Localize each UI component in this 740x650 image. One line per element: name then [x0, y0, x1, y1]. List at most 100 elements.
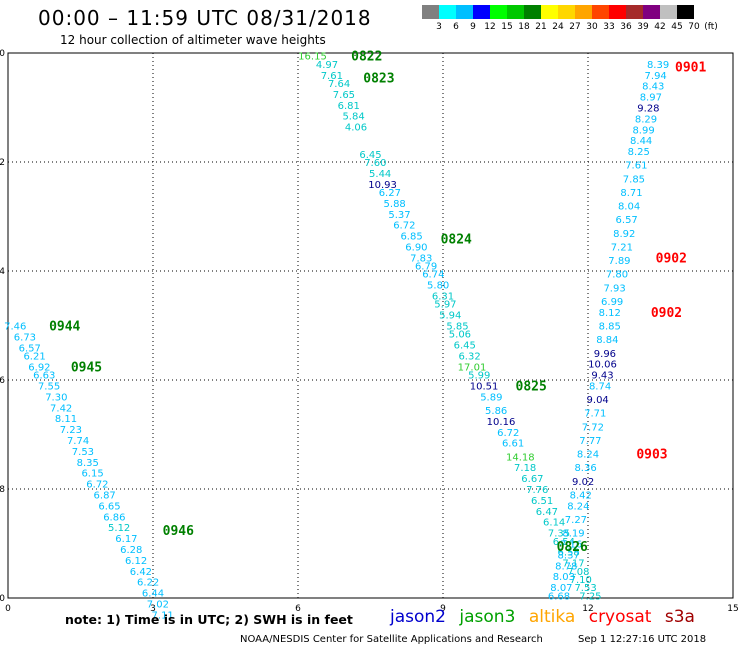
legend-item: s3a — [664, 607, 695, 627]
swh-value: 5.94 — [439, 311, 461, 322]
pass-time-label: 0824 — [441, 232, 472, 247]
swh-value: 6.44 — [142, 589, 164, 600]
swh-value: 7.83 — [410, 253, 432, 264]
color-scale-label: 24 — [552, 22, 564, 32]
swh-value: 8.25 — [628, 147, 650, 158]
color-scale-label: 9 — [470, 22, 476, 32]
swh-value: 14.18 — [506, 452, 535, 463]
swh-value: 8.78 — [555, 561, 577, 572]
satellite-legend: jason2 jason3 altika cryosat s3a — [390, 607, 703, 627]
swh-value: 6.45 — [454, 341, 476, 352]
swh-value: 6.21 — [23, 351, 45, 362]
swh-value: 6.28 — [120, 545, 142, 556]
swh-value: 7.42 — [50, 403, 72, 414]
legend-item: cryosat — [588, 607, 652, 627]
footer-credit: NOAA/NESDIS Center for Satellite Applica… — [240, 634, 543, 645]
swh-value: 7.53 — [574, 583, 596, 594]
grid-lines — [8, 53, 733, 598]
swh-value: 9.96 — [594, 349, 616, 360]
color-scale-label: 6 — [453, 22, 459, 32]
swh-value: 6.51 — [531, 496, 553, 507]
swh-value: 6.81 — [338, 101, 360, 112]
swh-value: 6.57 — [616, 215, 638, 226]
x-tick-label: 3 — [150, 604, 156, 614]
swh-value: 6.99 — [601, 297, 623, 308]
y-tick-label: -32 — [0, 158, 5, 168]
swh-value: 6.27 — [379, 188, 401, 199]
swh-value: 7.16 — [560, 540, 582, 551]
swh-value: 7.25 — [579, 591, 601, 602]
swh-value: 8.07 — [550, 583, 572, 594]
y-tick-label: -40 — [0, 594, 5, 604]
swh-value: 8.71 — [620, 188, 642, 199]
swh-value: 7.18 — [514, 463, 536, 474]
swh-value: 5.84 — [342, 112, 364, 123]
swh-value: 7.65 — [333, 90, 355, 101]
swh-value: 7.80 — [606, 270, 628, 281]
pass-time-label: 0946 — [163, 524, 194, 539]
swh-value: 7.85 — [623, 174, 645, 185]
pass-annotations: 0822 0823 0824 0825 0826 0901 0902 0902 0903 0944… — [49, 50, 706, 555]
color-scale-label: 33 — [603, 22, 615, 32]
swh-value: 8.37 — [558, 550, 580, 561]
swh-value: 7.08 — [567, 567, 589, 578]
swh-value: 10.51 — [470, 381, 499, 392]
swh-value: 6.72 — [393, 221, 415, 232]
swh-value: 7.74 — [67, 436, 89, 447]
swh-value: 7.60 — [364, 158, 386, 169]
swh-value: 6.57 — [19, 343, 41, 354]
swh-value: 6.85 — [400, 232, 422, 243]
x-tick-label: 15 — [727, 604, 738, 614]
swh-value: 6.58 — [558, 548, 580, 559]
swh-value: 6.72 — [497, 428, 519, 439]
swh-value: 6.92 — [28, 362, 50, 373]
color-scale-label: 36 — [620, 22, 632, 32]
swh-value: 7.02 — [147, 599, 169, 610]
swh-value: 8.04 — [618, 202, 640, 213]
swh-value: 6.61 — [502, 439, 524, 450]
swh-value: 6.87 — [94, 490, 116, 501]
swh-value: 6.90 — [405, 242, 427, 253]
swh-value: 5.80 — [427, 281, 449, 292]
swh-value: 10.93 — [368, 180, 397, 191]
x-tick-label: 0 — [5, 604, 11, 614]
swh-value: 5.44 — [369, 169, 391, 180]
swh-value: 5.86 — [485, 406, 507, 417]
color-swatch — [677, 5, 694, 19]
swh-value: 7.77 — [579, 436, 601, 447]
color-scale-label: 3 — [436, 22, 442, 32]
swh-value: 6.32 — [458, 351, 480, 362]
color-scale-label: 15 — [501, 22, 513, 32]
swh-value: 8.42 — [570, 490, 592, 501]
swh-value: 16.15 — [298, 52, 327, 63]
swh-value: 5.88 — [384, 199, 406, 210]
swh-value: 8.85 — [599, 322, 621, 333]
swh-value: 7.61 — [625, 161, 647, 172]
swh-value: 8.29 — [635, 114, 657, 125]
pass-time-label: 0903 — [636, 448, 667, 463]
swh-value: 7.53 — [72, 447, 94, 458]
swh-value: 6.73 — [14, 332, 36, 343]
color-scale-label: 42 — [654, 22, 666, 32]
color-swatch — [626, 5, 643, 19]
swh-value: 8.24 — [577, 450, 599, 461]
color-scale-label: 12 — [484, 22, 496, 32]
color-scale-label: (ft) — [704, 22, 718, 32]
swh-value: 7.94 — [645, 71, 667, 82]
swh-value: 6.79 — [415, 262, 437, 273]
swh-value: 8.74 — [589, 381, 611, 392]
swh-value: 8.97 — [640, 93, 662, 104]
chart-note: note: 1) Time is in UTC; 2) SWH is in fe… — [65, 612, 353, 627]
color-scale-label: 21 — [535, 22, 547, 32]
swh-value: 8.44 — [630, 136, 652, 147]
swh-value: 6.54 — [553, 537, 575, 548]
swh-value: 8.03 — [553, 572, 575, 583]
swh-value: 7.17 — [562, 559, 584, 570]
swh-value: 4.06 — [345, 123, 367, 134]
swh-value: 7.71 — [584, 409, 606, 420]
pass-time-label: 0945 — [71, 360, 102, 375]
color-scale-label: 18 — [518, 22, 530, 32]
color-swatch — [422, 5, 439, 19]
swh-value: 6.15 — [81, 469, 103, 480]
